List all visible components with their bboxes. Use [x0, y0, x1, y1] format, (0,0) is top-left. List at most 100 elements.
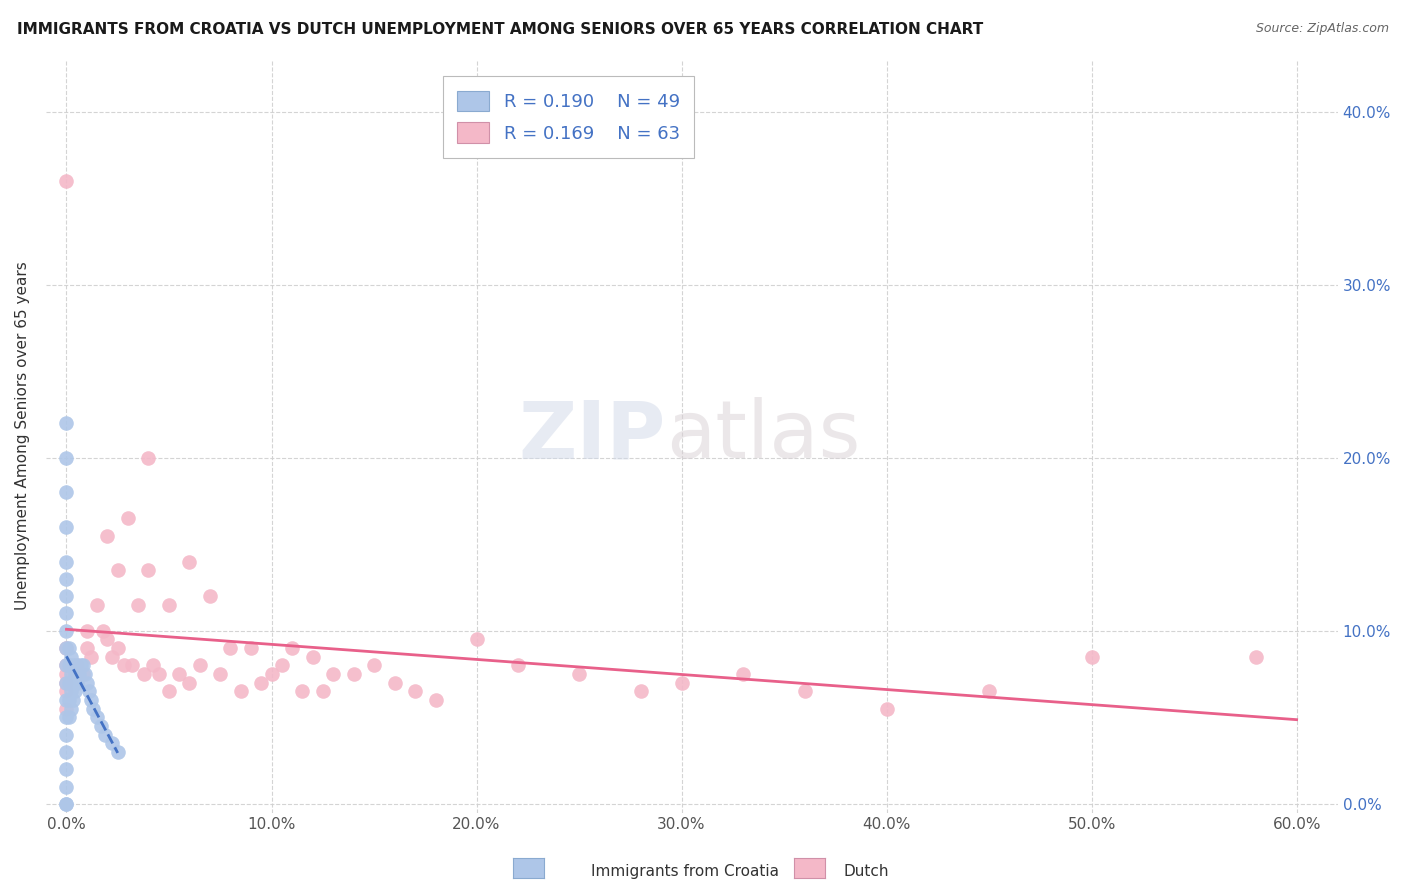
Point	[260, 667, 283, 681]
Point	[142, 658, 165, 673]
Point	[90, 719, 112, 733]
Point	[82, 701, 104, 715]
Point	[55, 762, 77, 776]
Text: Immigrants from Croatia: Immigrants from Croatia	[591, 863, 779, 879]
Point	[793, 684, 815, 698]
Point	[76, 675, 98, 690]
Point	[671, 675, 693, 690]
Point	[157, 684, 180, 698]
Point	[240, 641, 263, 656]
Text: IMMIGRANTS FROM CROATIA VS DUTCH UNEMPLOYMENT AMONG SENIORS OVER 65 YEARS CORREL: IMMIGRANTS FROM CROATIA VS DUTCH UNEMPLO…	[17, 22, 983, 37]
Point	[58, 693, 80, 707]
Point	[59, 667, 82, 681]
Point	[55, 797, 77, 811]
Point	[179, 555, 201, 569]
Point	[55, 520, 77, 534]
Point	[73, 667, 96, 681]
Point	[107, 641, 129, 656]
Point	[55, 641, 77, 656]
Point	[55, 701, 77, 715]
Point	[342, 667, 364, 681]
Point	[96, 528, 118, 542]
Point	[134, 667, 156, 681]
Point	[157, 598, 180, 612]
Point	[55, 607, 77, 621]
Point	[58, 710, 80, 724]
Point	[55, 693, 77, 707]
Point	[55, 589, 77, 603]
Point	[167, 667, 190, 681]
Point	[66, 675, 89, 690]
Point	[80, 649, 103, 664]
Point	[250, 675, 273, 690]
Point	[281, 641, 304, 656]
Point	[188, 658, 211, 673]
Point	[55, 416, 77, 430]
Point	[66, 658, 89, 673]
Point	[77, 684, 100, 698]
Point	[270, 658, 292, 673]
Point	[465, 632, 488, 647]
Point	[55, 174, 77, 188]
Point	[568, 667, 591, 681]
Point	[363, 658, 385, 673]
Point	[55, 485, 77, 500]
Point	[55, 450, 77, 465]
Point	[138, 450, 160, 465]
Point	[404, 684, 426, 698]
Text: Source: ZipAtlas.com: Source: ZipAtlas.com	[1256, 22, 1389, 36]
Point	[94, 728, 117, 742]
Point	[66, 658, 89, 673]
Point	[322, 667, 344, 681]
Point	[198, 589, 221, 603]
Point	[301, 649, 323, 664]
Point	[63, 667, 86, 681]
Point	[55, 728, 77, 742]
Point	[59, 684, 82, 698]
Point	[117, 511, 139, 525]
Point	[55, 780, 77, 794]
Point	[1244, 649, 1267, 664]
Point	[55, 745, 77, 759]
Point	[93, 624, 115, 638]
Point	[107, 563, 129, 577]
Point	[55, 684, 77, 698]
Point	[630, 684, 652, 698]
Text: atlas: atlas	[666, 397, 860, 475]
Point	[58, 641, 80, 656]
Point	[69, 658, 91, 673]
Point	[62, 693, 84, 707]
Point	[55, 555, 77, 569]
Point	[55, 667, 77, 681]
Point	[100, 736, 122, 750]
Point	[138, 563, 160, 577]
Point	[76, 641, 98, 656]
Point	[127, 598, 149, 612]
Point	[209, 667, 232, 681]
Point	[179, 675, 201, 690]
Point	[55, 641, 77, 656]
Point	[977, 684, 1000, 698]
Point	[229, 684, 252, 698]
Point	[72, 667, 94, 681]
Point	[76, 624, 98, 638]
Point	[59, 649, 82, 664]
Point	[312, 684, 335, 698]
Point	[62, 675, 84, 690]
Point	[100, 649, 122, 664]
Point	[148, 667, 170, 681]
Point	[80, 693, 103, 707]
Point	[112, 658, 135, 673]
Point	[72, 658, 94, 673]
Point	[107, 745, 129, 759]
Text: ZIP: ZIP	[519, 397, 666, 475]
Point	[219, 641, 242, 656]
Legend: R = 0.190    N = 49, R = 0.169    N = 63: R = 0.190 N = 49, R = 0.169 N = 63	[443, 76, 695, 158]
Point	[86, 598, 108, 612]
Point	[58, 658, 80, 673]
Point	[86, 710, 108, 724]
Point	[506, 658, 529, 673]
Text: Dutch: Dutch	[844, 863, 889, 879]
Point	[58, 675, 80, 690]
Point	[876, 701, 898, 715]
